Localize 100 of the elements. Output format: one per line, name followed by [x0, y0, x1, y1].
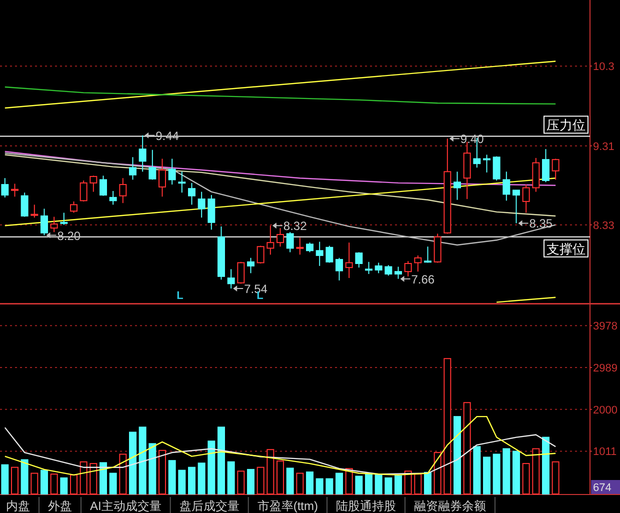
bar	[345, 468, 353, 494]
candlestick	[60, 212, 68, 226]
bar	[178, 470, 186, 494]
candlestick	[552, 158, 560, 180]
bar	[119, 454, 127, 494]
bar	[384, 477, 392, 494]
bar	[414, 474, 422, 494]
candlestick	[276, 228, 284, 248]
bar	[483, 456, 490, 494]
bar	[188, 466, 196, 494]
candlestick	[90, 175, 98, 192]
bar	[404, 470, 412, 494]
candlestick	[483, 154, 490, 173]
bar	[296, 472, 304, 494]
candlestick	[198, 191, 206, 218]
candlestick	[336, 257, 343, 281]
candlestick	[256, 245, 264, 264]
candlestick	[306, 242, 314, 253]
text: 市盈率(ttm)	[257, 499, 318, 513]
bar	[394, 475, 402, 494]
line-series	[4, 150, 556, 186]
candlestick	[168, 158, 176, 186]
bar	[80, 461, 88, 494]
candlestick	[50, 216, 58, 233]
y-tick-label: 9.31	[593, 140, 614, 153]
bar	[168, 460, 176, 494]
text: 融资融券余额	[414, 499, 486, 513]
candlestick	[374, 262, 382, 274]
candlestick	[70, 200, 78, 214]
candlestick	[20, 192, 28, 218]
candlestick	[414, 254, 422, 272]
candlestick	[522, 184, 530, 214]
bar	[60, 477, 68, 494]
y-tick-label: 8.33	[593, 220, 614, 232]
bar	[227, 461, 235, 494]
bar	[100, 462, 107, 494]
candlestick	[109, 190, 117, 206]
candlestick	[454, 171, 461, 200]
bar	[70, 474, 78, 494]
annotation: 8.35	[529, 216, 553, 231]
candlestick	[1, 178, 9, 198]
candlestick	[365, 261, 372, 274]
candlestick	[512, 190, 520, 224]
bar	[424, 472, 432, 494]
y-tick-label: 1011	[593, 446, 617, 458]
bar	[434, 452, 442, 494]
candlestick	[384, 264, 392, 276]
candlestick	[492, 156, 500, 182]
y-tick-label: 10.3	[593, 61, 614, 74]
bar	[336, 472, 343, 494]
candlestick	[355, 252, 363, 268]
bar	[30, 472, 38, 494]
bar	[218, 426, 225, 494]
bar	[326, 478, 334, 494]
bar	[158, 450, 166, 494]
bar	[552, 461, 560, 494]
bar	[198, 462, 206, 494]
bar	[502, 448, 510, 494]
ref-line-label: 压力位	[546, 118, 586, 133]
candlestick	[11, 183, 18, 198]
candlestick	[316, 241, 324, 266]
candlestick	[158, 158, 166, 198]
bar	[473, 446, 481, 494]
candlestick	[100, 175, 107, 196]
candlestick	[266, 225, 274, 256]
bar	[512, 450, 520, 494]
bar	[374, 474, 382, 494]
bar	[256, 466, 264, 494]
bar	[237, 470, 245, 494]
bar	[109, 472, 117, 494]
candlestick	[208, 194, 216, 230]
candlestick	[404, 260, 412, 277]
bar	[306, 471, 314, 494]
bar	[20, 459, 28, 494]
bar	[454, 416, 461, 494]
candlestick	[326, 245, 334, 264]
bar	[90, 463, 98, 494]
line-series	[4, 426, 556, 475]
candlestick	[30, 204, 38, 218]
bar	[266, 449, 274, 494]
candlestick	[542, 148, 550, 183]
y-tick-label: 3978	[593, 320, 618, 333]
candlestick	[345, 242, 353, 279]
bar	[522, 463, 530, 494]
bar	[50, 474, 58, 494]
line-series	[4, 154, 556, 217]
bar	[11, 466, 18, 494]
text: 674	[593, 482, 612, 494]
text: 陆股通持股	[336, 499, 396, 513]
candlestick	[227, 268, 235, 289]
candlestick	[40, 208, 48, 236]
line-series	[4, 86, 556, 105]
candlestick	[119, 178, 127, 204]
y-tick-label: 2000	[593, 404, 618, 416]
candlestick	[148, 149, 156, 180]
bar	[138, 426, 146, 494]
bar	[40, 470, 48, 494]
bar	[208, 440, 216, 494]
candlestick	[424, 246, 432, 264]
bar	[286, 468, 294, 494]
